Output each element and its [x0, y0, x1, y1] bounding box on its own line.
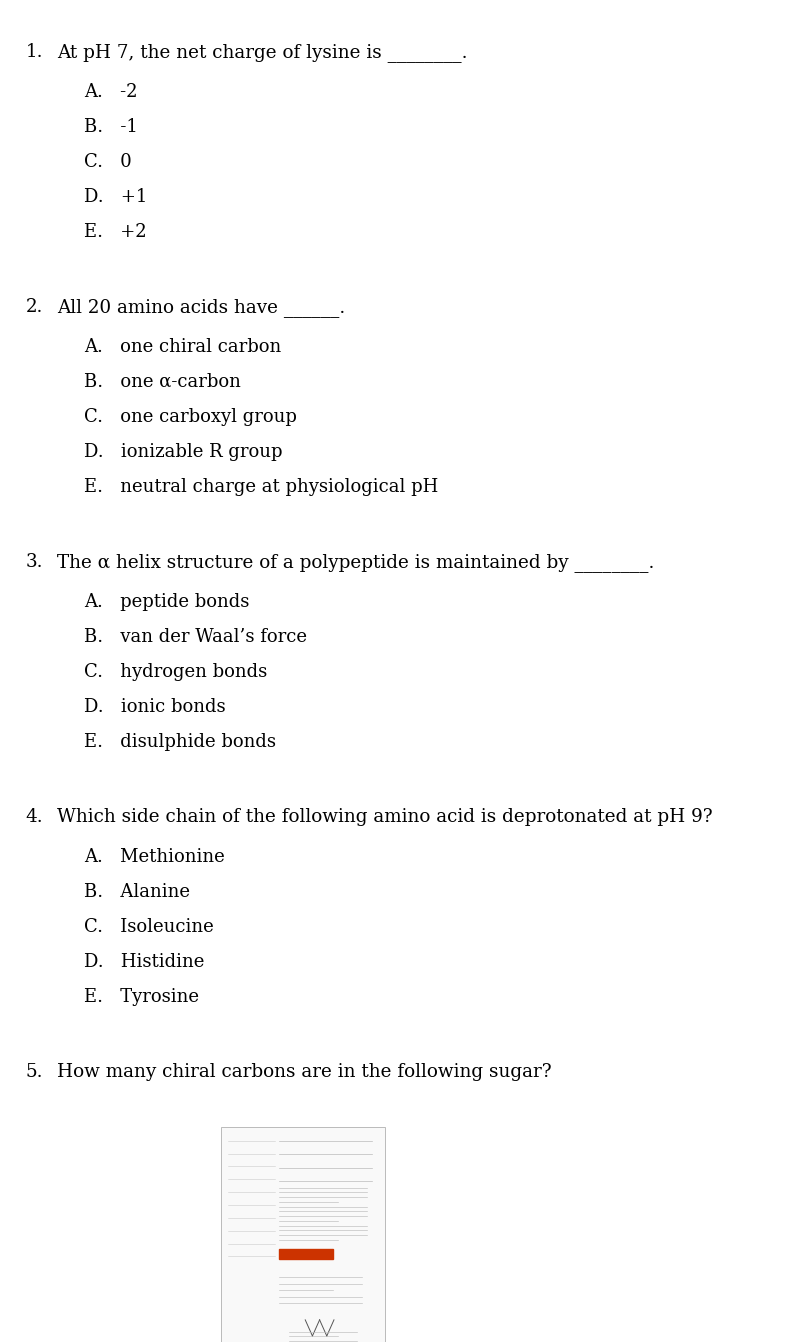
- Bar: [279, 1249, 333, 1259]
- Text: C.   Isoleucine: C. Isoleucine: [84, 918, 214, 935]
- Text: 5.: 5.: [26, 1063, 43, 1080]
- Text: How many chiral carbons are in the following sugar?: How many chiral carbons are in the follo…: [57, 1063, 552, 1080]
- Text: At pH 7, the net charge of lysine is ________.: At pH 7, the net charge of lysine is ___…: [57, 43, 468, 62]
- Text: C.   hydrogen bonds: C. hydrogen bonds: [84, 663, 267, 680]
- Text: All 20 amino acids have ______.: All 20 amino acids have ______.: [57, 298, 346, 317]
- Text: B.   Alanine: B. Alanine: [84, 883, 190, 900]
- Text: B.   van der Waal’s force: B. van der Waal’s force: [84, 628, 306, 646]
- Text: The α helix structure of a polypeptide is maintained by ________.: The α helix structure of a polypeptide i…: [57, 553, 655, 572]
- Text: E.   neutral charge at physiological pH: E. neutral charge at physiological pH: [84, 478, 438, 495]
- Text: B.   one α-carbon: B. one α-carbon: [84, 373, 241, 391]
- Text: A.   Methionine: A. Methionine: [84, 848, 224, 866]
- Text: A.   peptide bonds: A. peptide bonds: [84, 593, 249, 611]
- Text: D.   ionizable R group: D. ionizable R group: [84, 443, 282, 460]
- Text: A.   one chiral carbon: A. one chiral carbon: [84, 338, 281, 356]
- Text: C.   one carboxyl group: C. one carboxyl group: [84, 408, 297, 425]
- Text: D.   +1: D. +1: [84, 188, 147, 205]
- Text: D.   ionic bonds: D. ionic bonds: [84, 698, 225, 715]
- Text: 4.: 4.: [26, 808, 43, 825]
- Text: B.   -1: B. -1: [84, 118, 138, 136]
- Text: 1.: 1.: [26, 43, 43, 60]
- Text: E.   Tyrosine: E. Tyrosine: [84, 988, 199, 1005]
- Text: A.   -2: A. -2: [84, 83, 137, 101]
- Text: Which side chain of the following amino acid is deprotonated at pH 9?: Which side chain of the following amino …: [57, 808, 713, 825]
- Text: E.   disulphide bonds: E. disulphide bonds: [84, 733, 276, 750]
- Text: 3.: 3.: [26, 553, 43, 570]
- FancyBboxPatch shape: [222, 1127, 385, 1342]
- Text: D.   Histidine: D. Histidine: [84, 953, 204, 970]
- Text: E.   +2: E. +2: [84, 223, 146, 240]
- Text: 2.: 2.: [26, 298, 43, 315]
- Text: C.   0: C. 0: [84, 153, 132, 170]
